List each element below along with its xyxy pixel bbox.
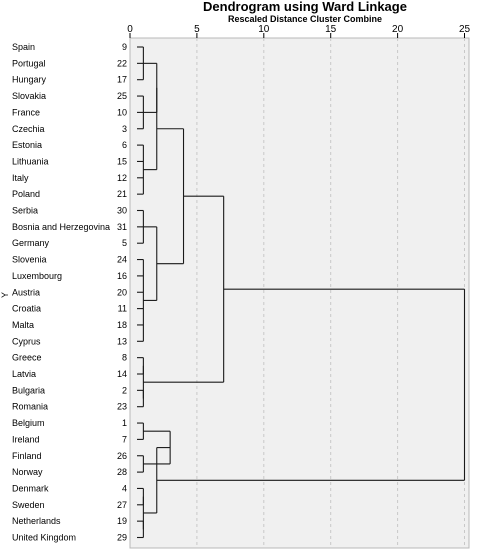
leaf-country-label: Austria [12, 287, 40, 297]
leaf-id-label: 6 [122, 140, 127, 150]
leaf-country-label: Cyprus [12, 336, 41, 346]
leaf-country-label: Slovenia [12, 255, 47, 265]
leaf-country-label: Hungary [12, 75, 47, 85]
leaf-country-label: Norway [12, 467, 43, 477]
x-tick-label: 15 [325, 24, 337, 35]
leaf-country-label: Slovakia [12, 91, 46, 101]
leaf-country-label: Malta [12, 320, 34, 330]
leaf-id-label: 3 [122, 124, 127, 134]
leaf-country-label: Ireland [12, 434, 40, 444]
leaf-id-label: 10 [117, 107, 127, 117]
leaf-country-label: Germany [12, 238, 50, 248]
leaf-country-label: Serbia [12, 206, 38, 216]
leaf-id-label: 7 [122, 434, 127, 444]
leaf-id-label: 15 [117, 156, 127, 166]
leaf-id-label: 2 [122, 385, 127, 395]
leaf-id-label: 21 [117, 189, 127, 199]
leaf-country-label: Italy [12, 173, 29, 183]
leaf-id-label: 5 [122, 238, 127, 248]
leaf-id-label: 13 [117, 336, 127, 346]
leaf-country-label: Bosnia and Herzegovina [12, 222, 110, 232]
leaf-id-label: 27 [117, 500, 127, 510]
dendrogram-links [137, 46, 466, 539]
leaf-id-label: 26 [117, 451, 127, 461]
leaf-country-label: Luxembourg [12, 271, 62, 281]
chart-title: Dendrogram using Ward Linkage [203, 0, 407, 14]
leaf-id-label: 4 [122, 483, 127, 493]
leaf-country-label: Portugal [12, 58, 46, 68]
y-axis-label: Y [0, 292, 10, 298]
leaf-country-label: Spain [12, 42, 35, 52]
leaf-id-label: 12 [117, 173, 127, 183]
x-tick-label: 5 [194, 24, 200, 35]
leaf-country-label: Latvia [12, 369, 36, 379]
leaf-id-label: 11 [118, 304, 127, 314]
leaf-id-label: 22 [117, 58, 127, 68]
leaf-id-label: 9 [122, 42, 127, 52]
leaf-id-label: 23 [117, 402, 127, 412]
leaf-id-label: 25 [117, 91, 127, 101]
leaf-country-label: Croatia [12, 304, 41, 314]
leaf-id-label: 16 [117, 271, 127, 281]
leaf-country-label: Czechia [12, 124, 45, 134]
leaf-country-label: Finland [12, 451, 42, 461]
chart-subtitle: Rescaled Distance Cluster Combine [228, 14, 382, 24]
leaf-country-label: France [12, 107, 40, 117]
leaf-id-label: 18 [117, 320, 127, 330]
leaf-country-label: Lithuania [12, 156, 49, 166]
leaf-id-label: 17 [117, 75, 127, 85]
leaf-id-label: 31 [117, 222, 127, 232]
x-axis-ticks: 0 5 10 15 20 25 [127, 24, 470, 38]
x-tick-label: 20 [392, 24, 404, 35]
leaf-id-label: 1 [122, 418, 127, 428]
leaf-country-label: Greece [12, 353, 42, 363]
leaf-country-label: United Kingdom [12, 533, 76, 543]
leaf-country-label: Netherlands [12, 516, 61, 526]
leaf-id-label: 14 [117, 369, 127, 379]
plot-area [129, 37, 470, 549]
leaf-country-label: Belgium [12, 418, 45, 428]
leaf-country-label: Sweden [12, 500, 45, 510]
leaf-country-label: Romania [12, 402, 48, 412]
leaf-id-label: 24 [117, 255, 127, 265]
leaf-country-label: Bulgaria [12, 385, 45, 395]
leaf-id-label: 20 [117, 287, 127, 297]
leaf-id-label: 28 [117, 467, 127, 477]
leaf-id-label: 30 [117, 206, 127, 216]
leaf-id-label: 8 [122, 353, 127, 363]
leaf-id-label: 19 [117, 516, 127, 526]
leaf-country-label: Estonia [12, 140, 42, 150]
leaf-country-label: Poland [12, 189, 40, 199]
leaf-country-label: Denmark [12, 483, 49, 493]
x-tick-label: 25 [459, 24, 471, 35]
x-tick-label: 0 [127, 24, 133, 35]
leaf-id-label: 29 [117, 533, 127, 543]
x-tick-label: 10 [258, 24, 270, 35]
